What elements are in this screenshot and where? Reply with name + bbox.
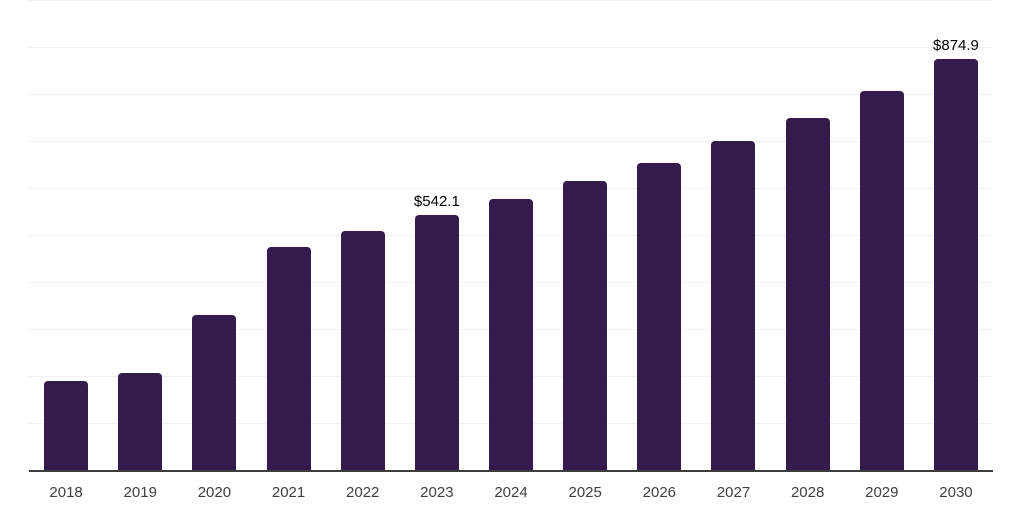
bar-slot-2020	[177, 0, 251, 470]
x-tick-2026: 2026	[642, 484, 677, 501]
x-tick-2019: 2019	[123, 484, 157, 501]
gridline	[29, 0, 993, 1]
bar-slot-2028	[771, 0, 845, 470]
bar-slot-2019	[103, 0, 177, 470]
bar-2030[interactable]	[933, 58, 978, 470]
bar-2022[interactable]	[340, 230, 385, 470]
bars-container: $542.1 $874.9	[29, 0, 993, 470]
x-tick-2030: 2030	[939, 484, 973, 501]
bar-2018[interactable]	[44, 380, 89, 470]
bar-2028[interactable]	[785, 117, 830, 470]
bar-2027[interactable]	[711, 141, 756, 470]
x-tick-2024: 2024	[494, 484, 528, 501]
x-tick-2027: 2027	[716, 484, 751, 501]
plot-area: $542.1 $874.9	[29, 0, 993, 472]
bar-slot-2029	[845, 0, 919, 470]
x-tick-2018: 2018	[49, 484, 83, 501]
gridline	[29, 94, 993, 95]
x-tick-2023: 2023	[420, 484, 454, 501]
bar-2024[interactable]	[489, 199, 534, 470]
gridline	[29, 141, 993, 142]
value-label-2030: $874.9	[933, 36, 979, 54]
bar-2023[interactable]	[414, 215, 459, 470]
x-axis-tick-labels: 2018 2019 2020 2021 2022 2023 2024 2025 2026 2027…	[29, 484, 993, 502]
bar-slot-2026	[622, 0, 696, 470]
x-tick-2020: 2020	[197, 484, 232, 501]
bar-2029[interactable]	[859, 90, 904, 470]
bar-2026[interactable]	[637, 162, 682, 470]
x-tick-2022: 2022	[346, 484, 380, 501]
bar-2025[interactable]	[563, 181, 608, 470]
gridline	[29, 188, 993, 189]
bar-slot-2022	[326, 0, 400, 470]
bar-slot-2030: $874.9	[919, 0, 993, 470]
x-tick-2029: 2029	[865, 484, 899, 501]
bar-slot-2018	[29, 0, 103, 470]
bar-slot-2021	[251, 0, 325, 470]
bar-slot-2023: $542.1	[400, 0, 474, 470]
gridline	[29, 47, 993, 48]
bar-slot-2027	[696, 0, 770, 470]
x-tick-2025: 2025	[568, 484, 602, 501]
bar-2019[interactable]	[118, 372, 163, 470]
x-axis-line	[29, 470, 993, 472]
x-tick-2021: 2021	[271, 484, 306, 501]
bar-slot-2025	[548, 0, 622, 470]
bar-2020[interactable]	[192, 314, 237, 470]
bar-2021[interactable]	[266, 246, 311, 470]
x-tick-2028: 2028	[790, 484, 825, 501]
bar-slot-2024	[474, 0, 548, 470]
value-label-2023: $542.1	[413, 193, 460, 211]
